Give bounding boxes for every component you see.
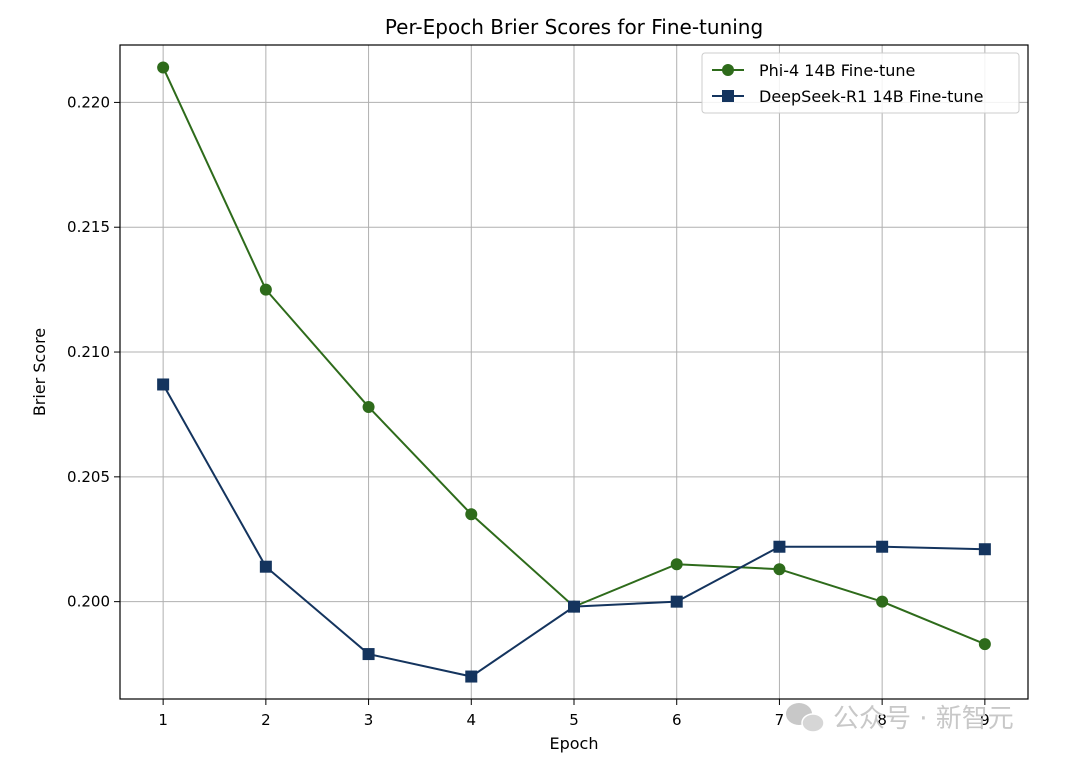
data-point: [876, 595, 889, 608]
x-tick-label: 3: [364, 711, 374, 729]
y-tick-label: 0.215: [67, 218, 110, 236]
y-tick-label: 0.220: [67, 93, 110, 111]
data-point: [978, 638, 991, 651]
x-tick-label: 9: [980, 711, 990, 729]
y-tick-label: 0.205: [67, 468, 110, 486]
data-point: [773, 563, 786, 576]
y-axis-label: Brier Score: [30, 328, 49, 416]
x-tick-label: 8: [877, 711, 887, 729]
x-ticks: 1 2 3 4 5 6 7 8 9: [158, 699, 990, 729]
data-point: [773, 540, 786, 553]
data-point: [362, 400, 375, 413]
legend-marker-phi: [722, 64, 734, 76]
data-point: [259, 560, 272, 573]
data-point: [362, 648, 375, 661]
y-tick-label: 0.200: [67, 593, 110, 611]
data-point: [157, 378, 170, 391]
legend: Phi-4 14B Fine-tune DeepSeek-R1 14B Fine…: [701, 52, 1020, 114]
data-point: [259, 283, 272, 296]
y-ticks: 0.200 0.205 0.210 0.215 0.220: [67, 93, 120, 611]
x-tick-label: 5: [569, 711, 579, 729]
watermark-text: 公众号 · 新智元: [833, 704, 1014, 734]
legend-label-phi: Phi-4 14B Fine-tune: [759, 61, 915, 80]
data-point: [465, 670, 478, 683]
x-axis-label: Epoch: [550, 734, 599, 753]
x-tick-label: 4: [467, 711, 477, 729]
series-layer: [157, 61, 991, 683]
watermark: 公众号 · 新智元: [786, 703, 1014, 734]
data-point: [670, 558, 683, 571]
data-point: [876, 540, 889, 553]
data-point: [465, 508, 478, 521]
data-point: [670, 595, 683, 608]
legend-label-deepseek: DeepSeek-R1 14B Fine-tune: [759, 87, 984, 106]
data-point: [978, 543, 991, 556]
legend-box: [701, 52, 1020, 114]
x-tick-label: 6: [672, 711, 682, 729]
x-tick-label: 2: [261, 711, 271, 729]
wechat-icon: [786, 703, 825, 733]
chart-title: Per-Epoch Brier Scores for Fine-tuning: [385, 15, 763, 39]
series-deepseek-r1: [157, 378, 991, 683]
legend-marker-deepseek: [722, 90, 734, 102]
x-tick-label: 7: [775, 711, 785, 729]
x-tick-label: 1: [158, 711, 168, 729]
y-tick-label: 0.210: [67, 343, 110, 361]
data-point: [157, 61, 170, 74]
data-point: [568, 600, 580, 613]
